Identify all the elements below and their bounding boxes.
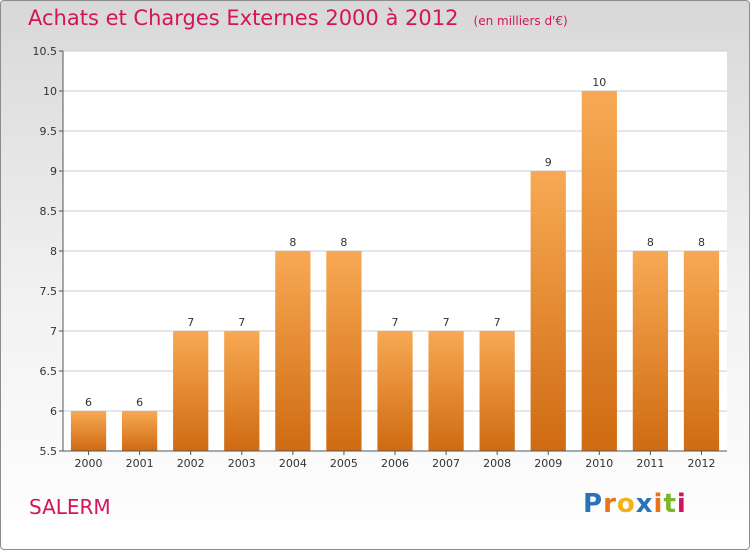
logo-letter: x bbox=[635, 489, 654, 519]
y-tick-label: 5.5 bbox=[40, 445, 58, 458]
bar-2006 bbox=[377, 331, 413, 451]
y-tick-label: 8 bbox=[50, 245, 57, 258]
bar-2012 bbox=[683, 251, 720, 451]
y-tick-label: 7 bbox=[50, 325, 57, 338]
axes: 5.5 6 6.5 7 7.5 8 8.5 9 9.5 10 10.5 2000 2001 2002 200… bbox=[33, 45, 727, 470]
logo-letter: P bbox=[583, 489, 604, 519]
chart-title: Achats et Charges Externes 2000 à 2012 bbox=[28, 6, 459, 30]
data-label-2001: 6 bbox=[136, 396, 143, 409]
y-tick-label: 6.5 bbox=[40, 365, 58, 378]
bar-2010 bbox=[581, 91, 617, 451]
bar-2007 bbox=[428, 331, 464, 451]
data-label-2010: 10 bbox=[592, 76, 606, 89]
bar-2009 bbox=[530, 171, 566, 451]
x-tick-label-2003: 2003 bbox=[228, 457, 256, 470]
y-tick-label: 7.5 bbox=[40, 285, 58, 298]
logo-letter: i bbox=[676, 489, 687, 519]
data-label-2003: 7 bbox=[238, 316, 245, 329]
x-tick-label-2006: 2006 bbox=[381, 457, 409, 470]
bar-2003 bbox=[224, 331, 260, 451]
y-tick-label: 9 bbox=[50, 165, 57, 178]
y-tick-label: 9.5 bbox=[40, 125, 58, 138]
proxiti-logo[interactable]: Proxiti bbox=[583, 489, 687, 519]
bars bbox=[70, 91, 720, 451]
bar-2011 bbox=[632, 251, 669, 451]
data-label-2002: 7 bbox=[187, 316, 194, 329]
bar-2005 bbox=[326, 251, 362, 451]
x-tick-label-2005: 2005 bbox=[330, 457, 358, 470]
y-tick-label: 6 bbox=[50, 405, 57, 418]
y-tick-label: 10.5 bbox=[33, 45, 58, 58]
commune-name: SALERM bbox=[29, 495, 111, 519]
data-label-2008: 7 bbox=[494, 316, 501, 329]
chart-subtitle: (en milliers d'€) bbox=[473, 14, 568, 28]
chart-header: Achats et Charges Externes 2000 à 2012 (… bbox=[28, 6, 568, 30]
logo-letter: t bbox=[663, 489, 677, 519]
y-tick-label: 10 bbox=[43, 85, 57, 98]
data-labels: 6 6 7 7 8 8 7 7 7 9 10 8 8 bbox=[85, 76, 705, 409]
x-tick-label-2004: 2004 bbox=[279, 457, 307, 470]
data-label-2005: 8 bbox=[340, 236, 347, 249]
x-tick-label-2012: 2012 bbox=[687, 457, 715, 470]
x-tick-label-2002: 2002 bbox=[177, 457, 205, 470]
data-label-2000: 6 bbox=[85, 396, 92, 409]
bar-2001 bbox=[121, 411, 158, 451]
x-tick-label-2007: 2007 bbox=[432, 457, 460, 470]
data-label-2012: 8 bbox=[698, 236, 705, 249]
bar-2000 bbox=[70, 411, 107, 451]
data-label-2011: 8 bbox=[647, 236, 654, 249]
x-tick-label-2008: 2008 bbox=[483, 457, 511, 470]
logo-letter: o bbox=[616, 489, 636, 519]
data-label-2009: 9 bbox=[545, 156, 552, 169]
x-tick-label-2009: 2009 bbox=[534, 457, 562, 470]
logo-letter: i bbox=[653, 489, 664, 519]
bar-2004 bbox=[275, 251, 311, 451]
bar-2008 bbox=[479, 331, 515, 451]
logo-letter: r bbox=[603, 489, 617, 519]
x-tick-label-2011: 2011 bbox=[636, 457, 664, 470]
data-label-2006: 7 bbox=[392, 316, 399, 329]
bar-2002 bbox=[173, 331, 209, 451]
y-tick-label: 8.5 bbox=[40, 205, 58, 218]
x-tick-label-2010: 2010 bbox=[585, 457, 613, 470]
x-tick-label-2000: 2000 bbox=[75, 457, 103, 470]
data-label-2007: 7 bbox=[443, 316, 450, 329]
data-label-2004: 8 bbox=[289, 236, 296, 249]
x-tick-label-2001: 2001 bbox=[126, 457, 154, 470]
